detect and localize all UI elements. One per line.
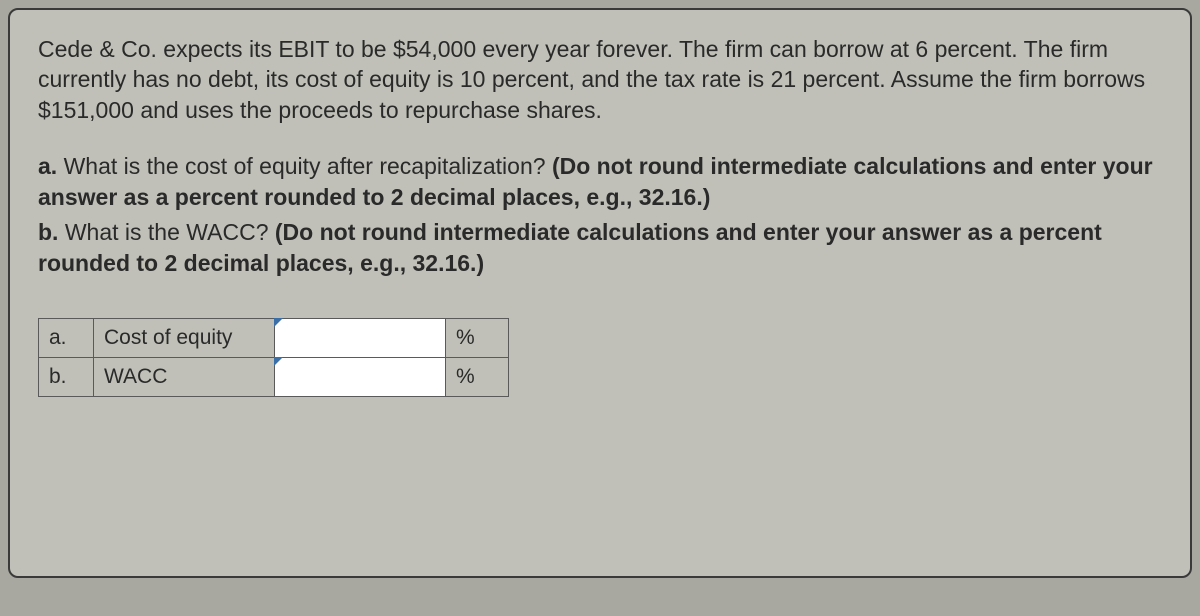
question-b-letter: b. [38,219,58,245]
question-a: a. What is the cost of equity after reca… [38,151,1162,213]
question-b-text: What is the WACC? [65,219,275,245]
wacc-input[interactable] [275,358,445,396]
question-a-text: What is the cost of equity after recapit… [64,153,552,179]
question-a-letter: a. [38,153,57,179]
row-label-b: WACC [94,358,275,397]
answer-cell-a [275,319,446,358]
question-b: b. What is the WACC? (Do not round inter… [38,217,1162,279]
question-panel: Cede & Co. expects its EBIT to be $54,00… [8,8,1192,578]
row-letter-b: b. [39,358,94,397]
answer-cell-b [275,358,446,397]
answer-table: a. Cost of equity % b. WACC % [38,318,509,397]
cost-of-equity-input[interactable] [275,319,445,357]
row-unit-b: % [446,358,509,397]
table-row: b. WACC % [39,358,509,397]
row-unit-a: % [446,319,509,358]
question-list: a. What is the cost of equity after reca… [38,151,1162,278]
row-label-a: Cost of equity [94,319,275,358]
problem-statement: Cede & Co. expects its EBIT to be $54,00… [38,34,1162,125]
table-row: a. Cost of equity % [39,319,509,358]
row-letter-a: a. [39,319,94,358]
